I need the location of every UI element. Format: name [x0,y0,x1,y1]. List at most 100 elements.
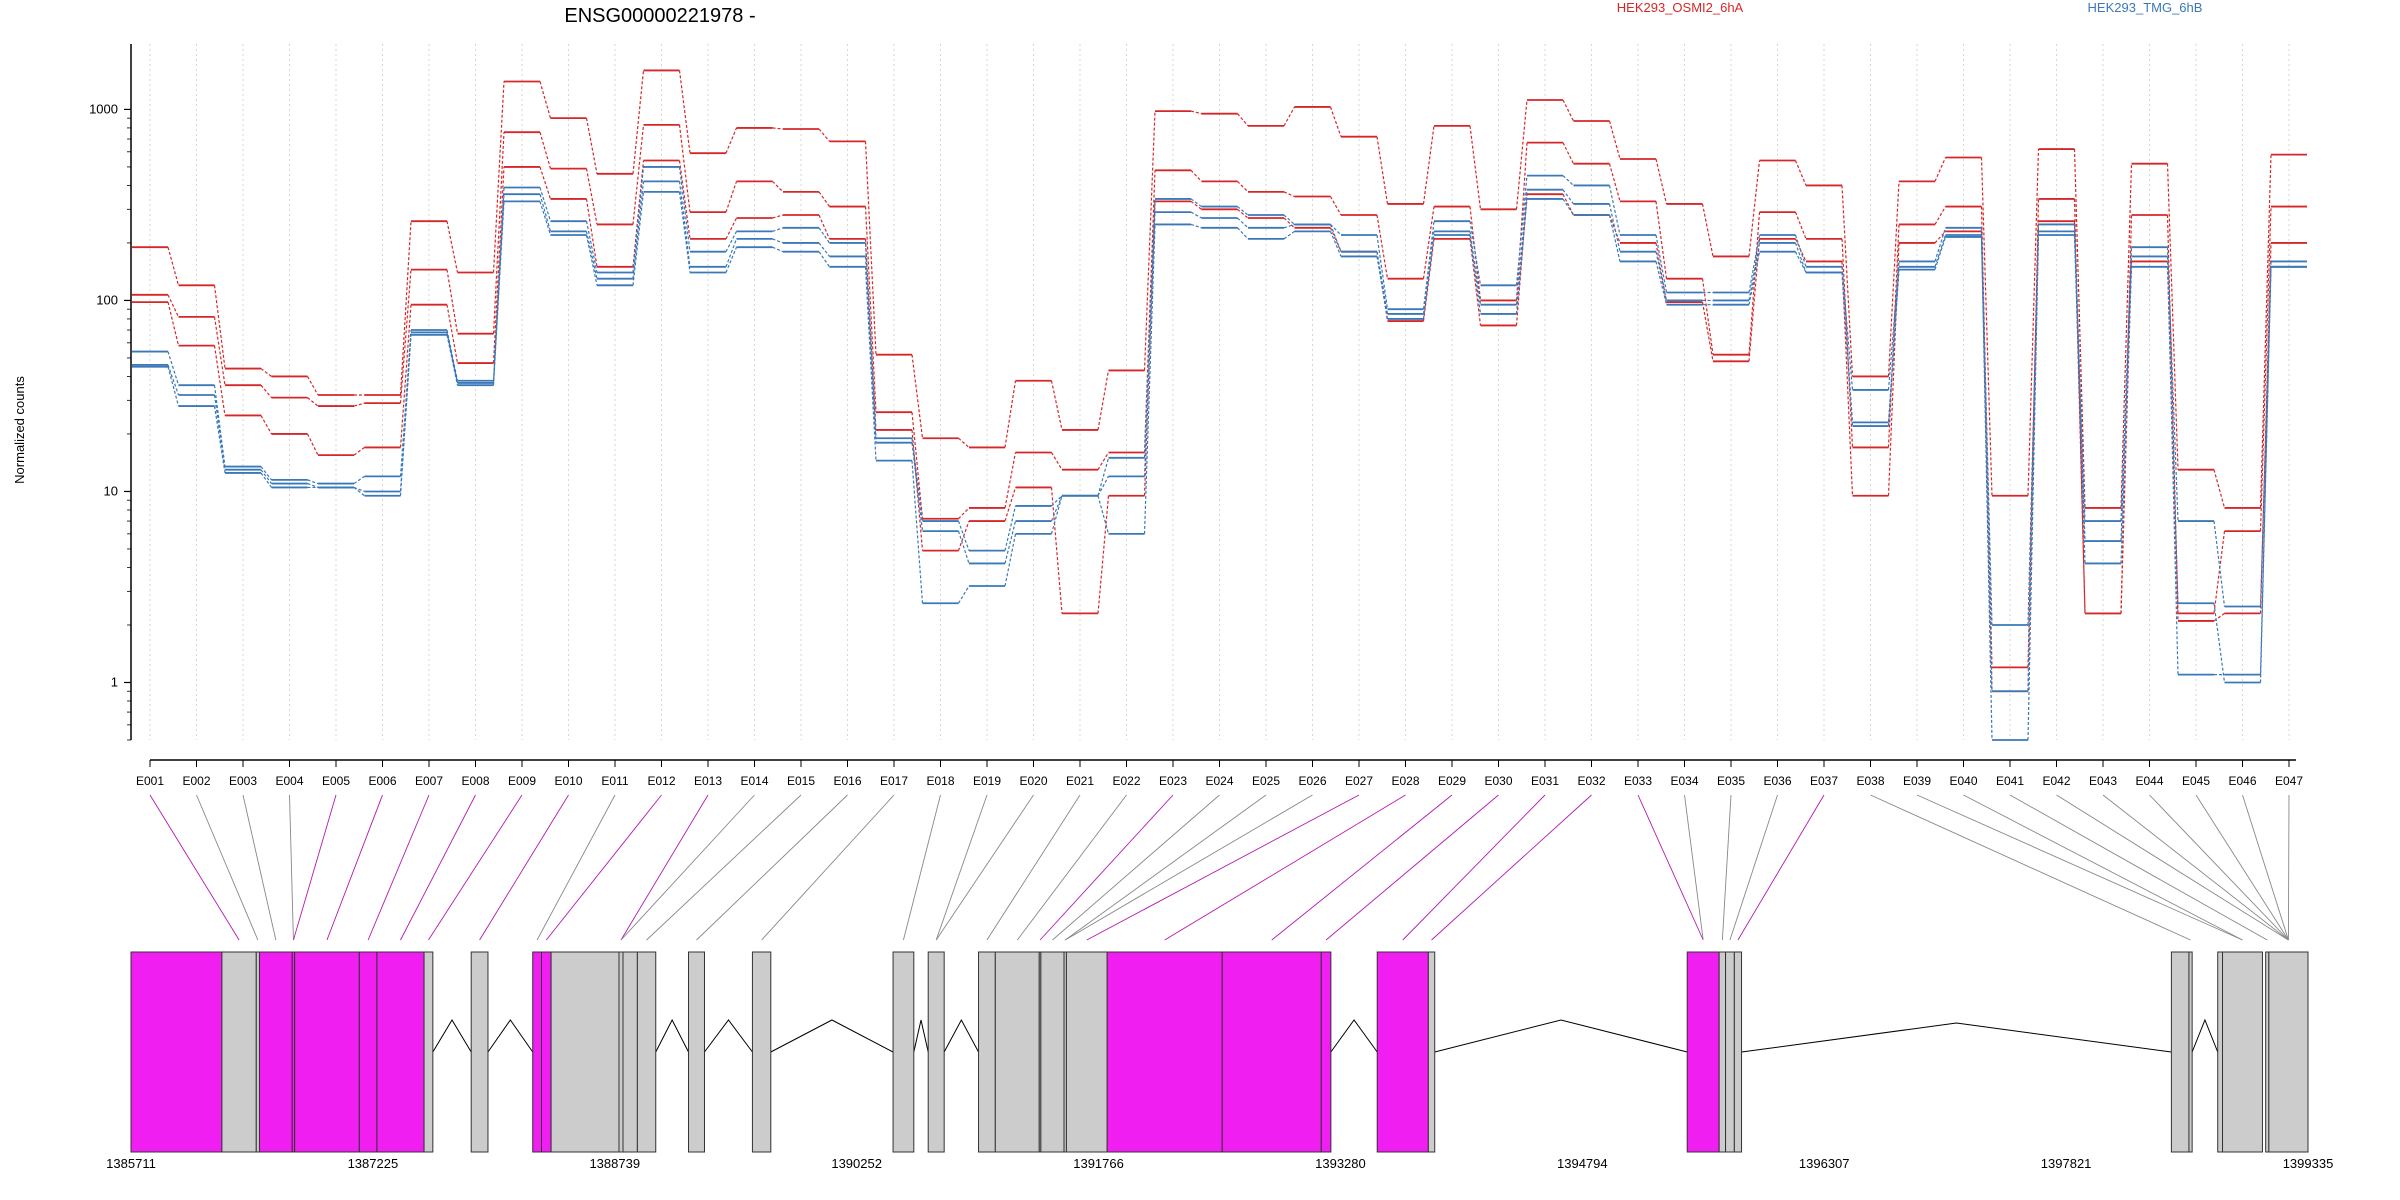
series-connector [1283,223,1295,229]
exon-connector-line [1402,794,1546,941]
series-connector [1562,175,1574,186]
y-tick-label: 1000 [89,101,118,116]
series-connector [1608,185,1621,236]
y-ticks: 1 10 100 1000 [89,101,131,741]
series-connector [725,127,738,154]
coordinate-label: 1385711 [106,1156,156,1171]
x-tick-label: E013 [694,774,722,788]
series-connector [167,247,180,286]
series-connector [2259,261,2272,675]
series-connector [2213,531,2226,614]
series-connector [1934,234,1947,267]
series-connector [1190,200,1202,210]
exon-box [1427,951,1436,1153]
series-connector [1190,211,1202,219]
x-tick-label: E024 [1205,774,1233,788]
x-tick-label: E029 [1438,774,1466,788]
exon-box [1320,951,1332,1153]
series-connector [1887,261,1900,390]
x-tick-label: E026 [1298,774,1326,788]
series-connector [213,285,226,369]
series-connector [818,242,830,257]
series-connector [1469,231,1482,305]
x-tick-label: E035 [1717,774,1745,788]
series-connector [1469,221,1482,286]
chart-title: ENSG00000221978 - [564,5,755,27]
exon-box [927,951,945,1153]
series-group [132,180,2307,741]
axes [130,44,2296,761]
series-connector [1794,242,1807,273]
series-connector [958,507,970,520]
series-connector [1701,203,1714,257]
series-connector [1608,203,1621,252]
x-tick-label: E005 [322,774,350,788]
series-connector [1422,238,1435,322]
series-connector [632,166,645,273]
series-connector [725,238,738,268]
x-tick-label: E008 [461,774,489,788]
x-tick-label: E041 [1996,774,2024,788]
series-connector [864,206,877,413]
series-connector [1004,520,1017,564]
series-connector [1841,185,1854,377]
series-connector [1887,181,1900,377]
x-tick-label: E032 [1577,774,1605,788]
exon-box [358,951,378,1153]
coordinate-label: 1399335 [2283,1156,2334,1171]
series-connector [772,227,784,232]
series-connector [1655,201,1668,279]
series-group [132,190,2307,693]
series-connector [446,334,459,386]
series-connector [1562,189,1574,205]
series-connector [1376,214,1389,279]
series-connector [167,294,180,318]
series-connector [1329,196,1342,216]
series-connector [1283,191,1295,198]
series-connector [2120,163,2133,508]
series-connector [585,231,598,279]
series-connector [585,118,598,174]
series-connector [2213,603,2226,683]
coordinate-label: 1388739 [589,1156,640,1171]
series-connector [539,132,552,169]
series-connector [958,437,970,448]
series-connector [213,405,226,474]
x-tick-label: E003 [229,774,257,788]
exon-box [470,951,489,1153]
x-tick-label: E019 [973,774,1001,788]
y-axis-label: Normalized counts [12,376,27,484]
series-connector [2166,163,2179,470]
exon-connector-line [196,794,259,941]
x-tick-label: E037 [1810,774,1838,788]
exon-connector-line [2242,794,2289,941]
series-connector [353,446,365,456]
series-connector [446,269,459,334]
exon-connector-line [1064,794,1313,941]
series-connector [539,166,552,200]
series-connector [1376,256,1389,320]
series-connector [1934,230,1946,244]
exon-connector-line [479,794,569,941]
x-tick-label: E031 [1531,774,1559,788]
series-connector [1097,457,1110,496]
series-connector [260,415,273,435]
series-connector [213,316,226,386]
series-group [132,69,2307,509]
exon-box [541,951,552,1153]
series-connector [1608,163,1621,202]
series-connector [632,191,645,286]
exon-box [892,951,915,1153]
series-connector [353,486,365,497]
series-connector [1050,380,1063,431]
x-tick-label: E025 [1252,774,1280,788]
series-connector [957,530,970,564]
x-tick-label: E036 [1763,774,1791,788]
series-connector [725,246,738,273]
series-connector [772,127,784,130]
series-connector [307,482,319,488]
series-connector [539,194,552,232]
series-connector [167,366,180,407]
series-connector [399,304,412,448]
